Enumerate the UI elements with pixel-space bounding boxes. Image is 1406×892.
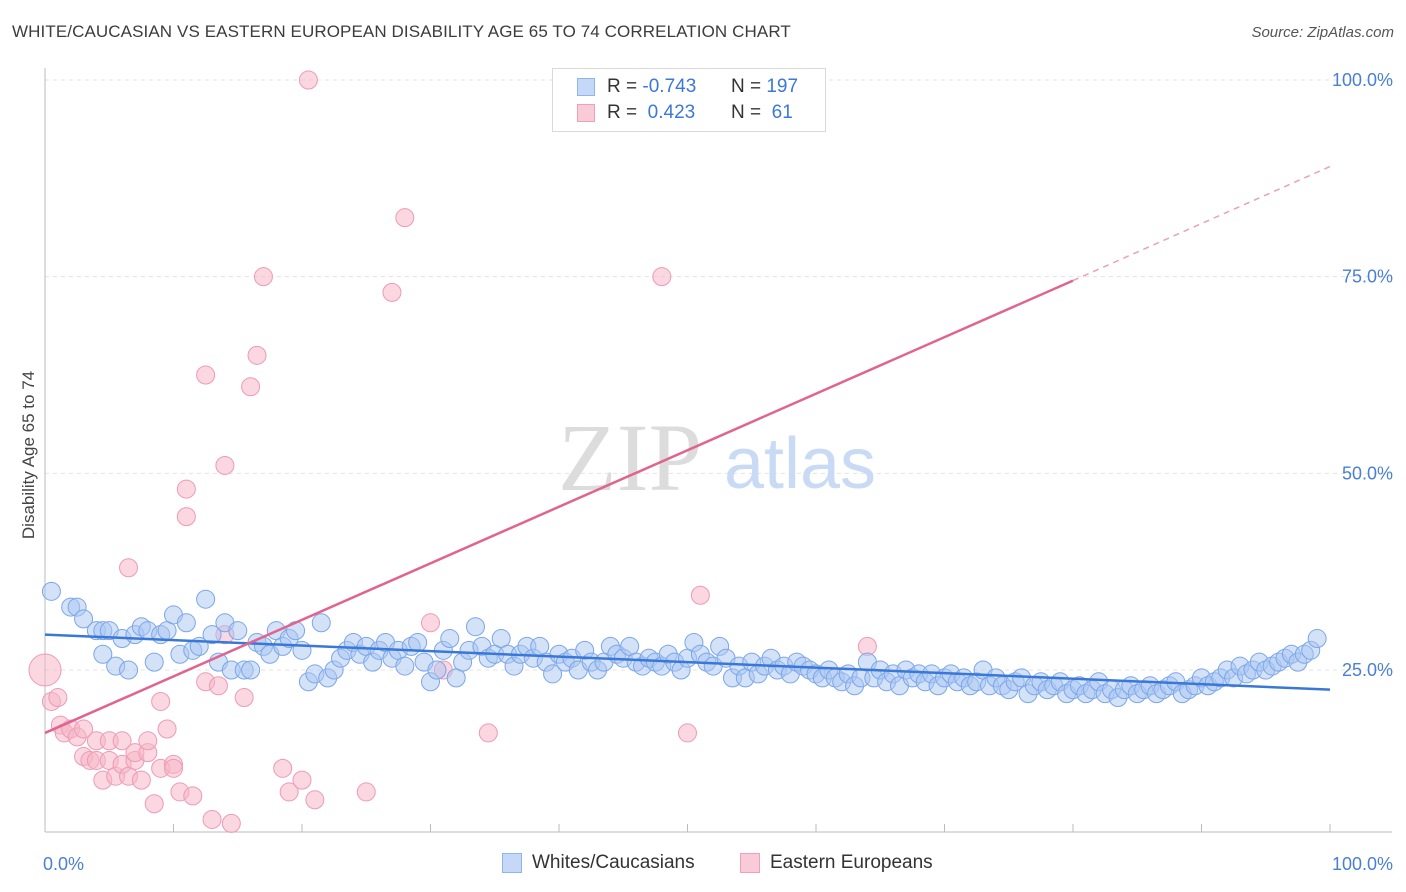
pink-point <box>690 585 710 605</box>
blue-swatch <box>577 78 595 96</box>
y-tick-label: 100.0% <box>1332 70 1393 90</box>
blue-point <box>41 581 61 601</box>
blue-point <box>119 660 139 680</box>
blue-point <box>465 617 485 637</box>
pink-point <box>215 455 235 475</box>
pink-point <box>382 282 402 302</box>
blue-point <box>292 640 312 660</box>
pink-point <box>157 719 177 739</box>
blue-swatch <box>502 853 522 873</box>
pink-point <box>119 558 139 578</box>
blue-point <box>202 625 222 645</box>
y-tick-label: 75.0% <box>1342 267 1393 287</box>
axes <box>44 68 1392 833</box>
pink-point <box>208 676 228 696</box>
blue-point <box>543 664 563 684</box>
blue-point <box>144 652 164 672</box>
watermark-atlas: atlas <box>724 424 876 504</box>
legend-item-whites[interactable]: Whites/Caucasians <box>502 852 695 874</box>
pink-point <box>421 613 440 633</box>
n-label: N = <box>730 76 762 97</box>
pink-point <box>144 794 164 814</box>
blue-point <box>408 632 428 652</box>
source-label: Source: ZipAtlas.com <box>1251 24 1394 41</box>
y-axis-label: Disability Age 65 to 74 <box>19 371 38 539</box>
pink-point <box>164 758 183 778</box>
blue-point <box>1307 629 1327 649</box>
y-tick-label: 25.0% <box>1342 660 1393 680</box>
pink-point <box>279 782 299 802</box>
chart-title: WHITE/CAUCASIAN VS EASTERN EUROPEAN DISA… <box>12 22 791 41</box>
legend-label-eastern-europeans: Eastern Europeans <box>770 852 933 873</box>
pink-point <box>395 208 415 228</box>
x-tick-label: 0.0% <box>43 854 84 874</box>
legend-label-whites: Whites/Caucasians <box>532 852 695 873</box>
n-value-blue: 197 <box>766 76 799 97</box>
legend-row-pink: R = 0.423 N = 61 <box>577 101 793 125</box>
pink-point <box>202 809 222 829</box>
pink-point <box>196 365 216 385</box>
pink-point <box>28 653 62 687</box>
pink-point <box>176 479 196 499</box>
trend-lines <box>44 165 1331 735</box>
pink-point <box>305 790 325 810</box>
x-tick-label: 100.0% <box>1332 854 1393 874</box>
pink-trend-line <box>44 279 1074 735</box>
blue-point <box>440 629 460 649</box>
pink-point <box>292 770 312 790</box>
pink-point <box>138 731 158 751</box>
pink-point <box>183 786 203 806</box>
pink-point <box>48 688 68 708</box>
blue-point <box>395 656 415 676</box>
pink-point <box>131 770 151 790</box>
legend-row-blue: R = -0.743 N = 197 <box>577 75 798 99</box>
pink-point <box>478 723 498 743</box>
pink-point <box>221 813 241 833</box>
tick-labels: 25.0% 50.0% 75.0% 100.0% 0.0% 100.0% <box>43 70 1393 874</box>
pink-point <box>112 731 132 751</box>
pink-point <box>176 507 196 527</box>
pink-point <box>253 267 273 287</box>
r-label: R = <box>607 102 638 123</box>
pink-point <box>234 688 254 708</box>
pink-point <box>247 345 267 365</box>
watermark: ZIP atlas <box>558 404 876 511</box>
blue-point <box>176 613 196 633</box>
pink-point <box>678 723 697 743</box>
blue-point <box>241 660 261 680</box>
pink-swatch <box>740 853 760 873</box>
blue-point <box>196 589 216 609</box>
r-label: R = <box>607 76 638 97</box>
pink-point <box>298 70 318 90</box>
grid-lines <box>45 79 1392 671</box>
pink-swatch <box>577 104 595 122</box>
blue-point <box>228 621 248 641</box>
blue-point <box>427 660 447 680</box>
r-value-blue: -0.743 <box>642 76 697 97</box>
blue-point <box>93 644 113 664</box>
pink-trend-extension <box>1072 165 1331 282</box>
n-value-pink: 61 <box>766 102 793 123</box>
blue-point <box>74 609 94 629</box>
pink-point <box>74 719 94 739</box>
watermark-zip: ZIP <box>558 404 702 511</box>
pink-point <box>273 758 293 778</box>
blue-trend-line <box>44 633 1331 691</box>
r-value-pink: 0.423 <box>642 102 696 123</box>
legend-item-eastern-europeans[interactable]: Eastern Europeans <box>740 852 933 874</box>
n-label: N = <box>730 102 762 123</box>
pink-point <box>652 267 672 287</box>
y-tick-label: 50.0% <box>1342 463 1393 483</box>
pink-point <box>241 377 261 397</box>
pink-point <box>356 782 376 802</box>
blue-points <box>41 581 1327 708</box>
pink-point <box>151 691 171 711</box>
blue-point <box>311 613 331 633</box>
stats-legend: R = -0.743 N = 197 R = 0.423 N = 61 <box>552 68 826 132</box>
